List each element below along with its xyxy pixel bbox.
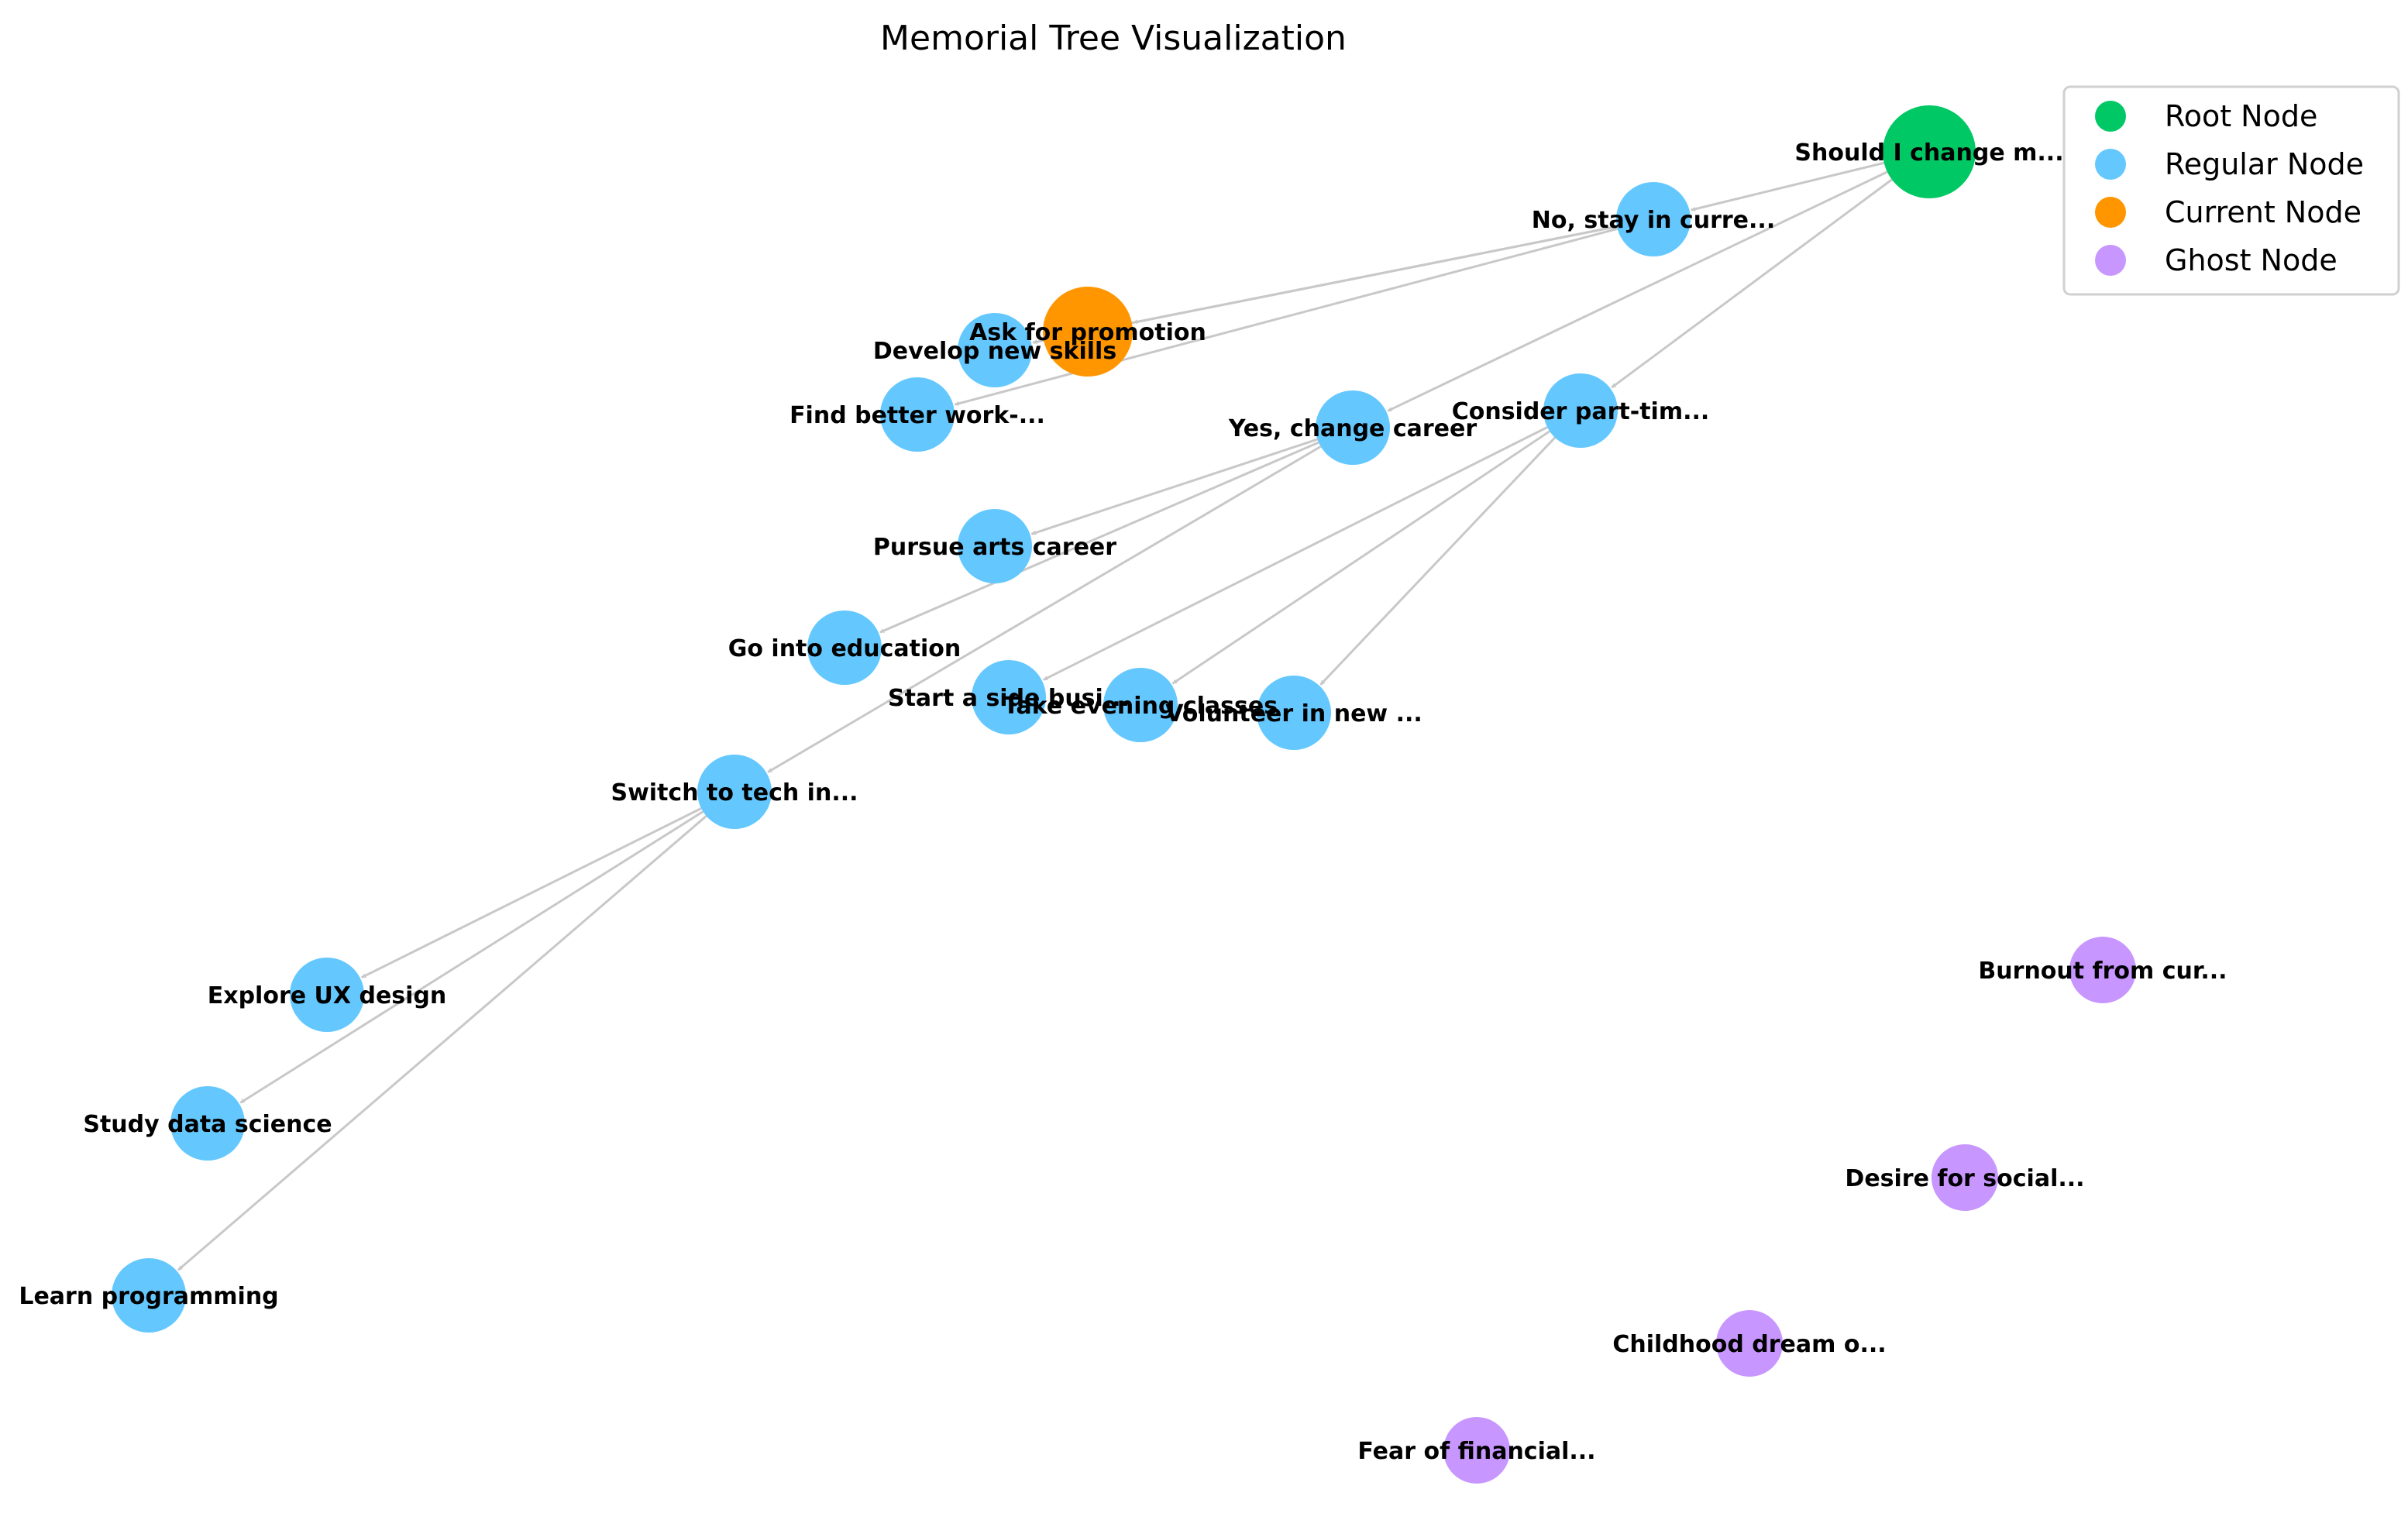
node-label-programming: Learn programming — [19, 1283, 278, 1310]
edge-tech-to-ux — [361, 807, 702, 979]
node-label-evening: Take evening classes — [1003, 693, 1278, 720]
edge-tech-to-programming — [177, 815, 707, 1271]
node-label-skills: Develop new skills — [873, 338, 1116, 365]
edge-part_time-to-volunteer — [1319, 436, 1557, 686]
node-programming — [112, 1258, 186, 1333]
node-label-childhood: Childhood dream o... — [1612, 1331, 1886, 1358]
node-label-no-stay: No, stay in curre... — [1532, 207, 1775, 234]
legend-label-regular: Regular Node — [2165, 147, 2364, 181]
node-label-burnout: Burnout from cur... — [1978, 958, 2227, 985]
node-no-stay — [1616, 182, 1691, 256]
node-yes-change — [1316, 390, 1390, 465]
node-label-tech: Switch to tech in... — [611, 779, 858, 806]
legend-marker-root — [2095, 101, 2126, 132]
legend-box — [2062, 85, 2400, 296]
node-childhood — [1716, 1310, 1783, 1377]
node-skills — [958, 313, 1032, 387]
node-label-education: Go into education — [728, 635, 961, 662]
node-ux — [290, 958, 364, 1032]
node-part-time — [1543, 373, 1618, 448]
node-label-root: Should I change m... — [1794, 139, 2063, 167]
legend-marker-regular — [2095, 149, 2126, 180]
node-data-science — [170, 1086, 245, 1161]
node-label-yes-change: Yes, change career — [1228, 415, 1477, 442]
node-label-fear: Fear of financial... — [1357, 1438, 1595, 1465]
node-root — [1883, 105, 1976, 198]
edge-yes_change-to-education — [879, 441, 1319, 634]
legend-label-ghost: Ghost Node — [2165, 243, 2337, 277]
edge-yes_change-to-arts — [1030, 438, 1318, 535]
node-burnout — [2069, 937, 2136, 1003]
node-label-better-work: Find better work-... — [789, 402, 1045, 429]
node-side-business — [972, 660, 1046, 734]
node-fear — [1443, 1417, 1510, 1484]
edge-no_stay-to-better_work — [954, 227, 1618, 406]
node-better-work — [880, 377, 955, 452]
legend-marker-ghost — [2095, 245, 2126, 276]
node-label-arts: Pursue arts career — [873, 534, 1116, 561]
node-education — [807, 610, 882, 685]
edge-layer — [177, 161, 1893, 1271]
node-social — [1932, 1144, 1998, 1211]
edge-root-to-yes_change — [1387, 170, 1888, 412]
node-tech — [697, 755, 772, 829]
edge-tech-to-data_science — [239, 810, 704, 1104]
edge-root-to-no_stay — [1690, 161, 1885, 212]
node-arts — [958, 509, 1032, 583]
node-label-side-business: Start a side busi... — [888, 685, 1130, 712]
legend: Root Node Regular Node Current Node Ghost N… — [2062, 85, 2400, 296]
diagram-title: Memorial Tree Visualization — [880, 19, 1347, 58]
node-volunteer — [1257, 676, 1331, 750]
edge-yes_change-to-tech — [767, 445, 1322, 773]
node-label-part-time: Consider part-tim... — [1452, 398, 1710, 425]
node-promotion — [1043, 287, 1133, 377]
label-layer: Should I change m... No, stay in curre...… — [19, 139, 2227, 1465]
node-label-promotion: Ask for promotion — [969, 319, 1206, 346]
legend-label-root: Root Node — [2165, 99, 2317, 133]
node-label-volunteer: Volunteer in new ... — [1165, 700, 1422, 727]
node-label-social: Desire for social... — [1845, 1165, 2084, 1192]
edge-root-to-part_time — [1611, 178, 1893, 389]
node-layer — [112, 105, 2136, 1484]
legend-label-current: Current Node — [2165, 195, 2362, 229]
legend-marker-current — [2095, 197, 2126, 228]
edge-part_time-to-side_business — [1043, 426, 1548, 681]
node-evening — [1103, 668, 1178, 742]
node-label-ux: Explore UX design — [208, 982, 447, 1009]
edge-part_time-to-evening — [1171, 430, 1550, 685]
node-label-data-science: Study data science — [83, 1111, 332, 1138]
